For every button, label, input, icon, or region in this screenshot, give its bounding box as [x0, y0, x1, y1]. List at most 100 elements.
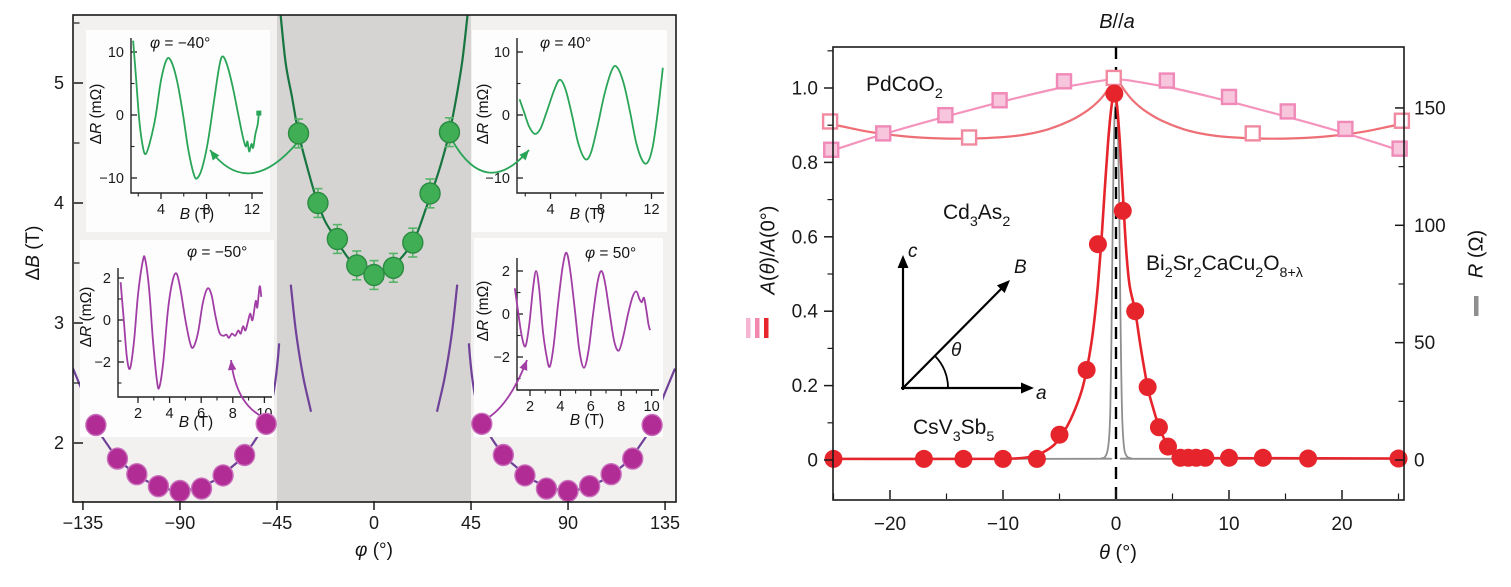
data-point	[147, 475, 170, 498]
left-axis-series-color-mark	[764, 318, 769, 338]
inset-oscillation-curve	[119, 255, 263, 390]
data-point	[1105, 69, 1122, 87]
data-point	[1389, 449, 1408, 468]
PdCoO2-points	[823, 72, 1408, 158]
data-point	[212, 464, 234, 487]
data-point	[937, 106, 954, 124]
inset-x-tick-label: 8	[597, 202, 605, 218]
inset-y-tick-label: −2	[493, 350, 510, 366]
data-point	[307, 191, 329, 215]
data-point	[85, 413, 107, 437]
arrow-to-inset-br	[485, 359, 528, 420]
left-y-tick-label: 5	[54, 73, 64, 93]
inset-x-tick-label: 8	[202, 202, 210, 218]
data-point	[514, 464, 536, 487]
data-point	[1027, 449, 1046, 468]
arrowhead	[897, 255, 909, 268]
data-point	[1244, 125, 1261, 142]
theta-angle-arc	[934, 355, 949, 389]
data-point	[492, 443, 515, 467]
inset-oscillation-curve	[132, 40, 260, 180]
data-point	[1391, 140, 1408, 157]
data-point	[1253, 448, 1272, 467]
inset-tr: 10 0 −10 4 8 12	[472, 30, 667, 232]
inset-x-tick-label: 2	[134, 406, 142, 422]
inset-x-tick-label: 8	[617, 399, 625, 415]
right-yr-tick-label: 0	[1414, 451, 1425, 472]
data-point	[1196, 448, 1215, 467]
inset-x-tick-label: 10	[644, 399, 660, 415]
data-point	[1077, 360, 1096, 379]
right-yr-tick-label: 100	[1414, 216, 1446, 237]
right-x-tick-label: 20	[1331, 514, 1352, 535]
right-yl-tick-label: 0.6	[792, 227, 818, 248]
left-x-tick-label: −45	[262, 513, 293, 533]
inset-y-tick-label: −2	[94, 355, 111, 371]
purple-branch-left-points	[85, 412, 277, 503]
left-x-tick-label: 90	[558, 513, 578, 533]
data-point	[326, 227, 349, 251]
inset-axes	[130, 38, 263, 194]
data-point	[1055, 73, 1073, 90]
data-point	[233, 443, 256, 467]
inset-y-tick-label: 10	[494, 45, 510, 61]
arrowhead	[519, 360, 528, 371]
data-point	[641, 413, 663, 437]
inset-y-tick-label: −10	[485, 171, 510, 187]
inset-background	[80, 240, 274, 437]
data-point	[126, 463, 148, 486]
data-point	[578, 475, 601, 498]
data-point	[255, 412, 277, 435]
data-point	[106, 447, 129, 470]
data-point	[1393, 112, 1411, 129]
data-point	[169, 479, 191, 503]
inset-y-tick-label: −10	[99, 171, 124, 187]
right-yr-tick-label: 50	[1414, 333, 1435, 354]
data-point	[438, 120, 461, 144]
data-point	[994, 449, 1012, 468]
right-yl-tick-label: 0.8	[792, 153, 818, 174]
left-panel: 100−104812100−10481220−224681020−2246810…	[54, 14, 680, 533]
inset-tl: 10 0 −10 4 8 12	[86, 30, 270, 232]
arrow-to-inset-tr	[451, 139, 530, 174]
inset-background	[474, 238, 663, 437]
inset-br: 2 0 −2 2 4 6 8 10	[474, 238, 663, 437]
inset-y-tick-label: 0	[502, 108, 510, 124]
arrow-to-inset-tl	[209, 142, 298, 175]
arrowhead	[1021, 382, 1034, 394]
data-point	[991, 92, 1008, 109]
inset-x-tick-label: 4	[546, 202, 554, 218]
data-point	[1158, 437, 1177, 456]
data-point	[622, 447, 644, 470]
green-branch-points	[287, 117, 461, 291]
inset-y-tick-label: 0	[502, 307, 510, 323]
right-x-tick-label: −10	[987, 514, 1019, 535]
data-point	[914, 449, 933, 468]
data-point	[823, 141, 840, 158]
data-point	[1337, 120, 1354, 138]
inset-x-tick-label: 4	[157, 202, 165, 218]
left-x-tick-label: 0	[369, 513, 379, 533]
inset-x-tick-label: 12	[244, 202, 260, 218]
right-yl-tick-label: 1.0	[792, 79, 818, 100]
right-x-tick-label: −20	[874, 514, 906, 535]
data-point	[402, 231, 424, 254]
inset-x-tick-label: 12	[643, 202, 659, 218]
data-point	[600, 463, 622, 486]
data-point	[557, 479, 579, 503]
data-point	[419, 182, 441, 205]
left-axis-series-color-mark	[746, 318, 751, 338]
inset-y-tick-label: 0	[103, 313, 111, 329]
inset-background	[86, 30, 270, 232]
angle-definition-diagram	[897, 255, 1034, 394]
left-y-tick-label: 2	[54, 433, 64, 453]
inset-x-tick-label: 6	[197, 406, 205, 422]
right-yl-tick-label: 0.4	[792, 302, 819, 323]
inset-x-tick-label: 6	[587, 399, 595, 415]
left-axis-series-color-mark	[755, 318, 760, 338]
right-yl-tick-label: 0	[807, 451, 818, 472]
data-point	[287, 122, 310, 145]
